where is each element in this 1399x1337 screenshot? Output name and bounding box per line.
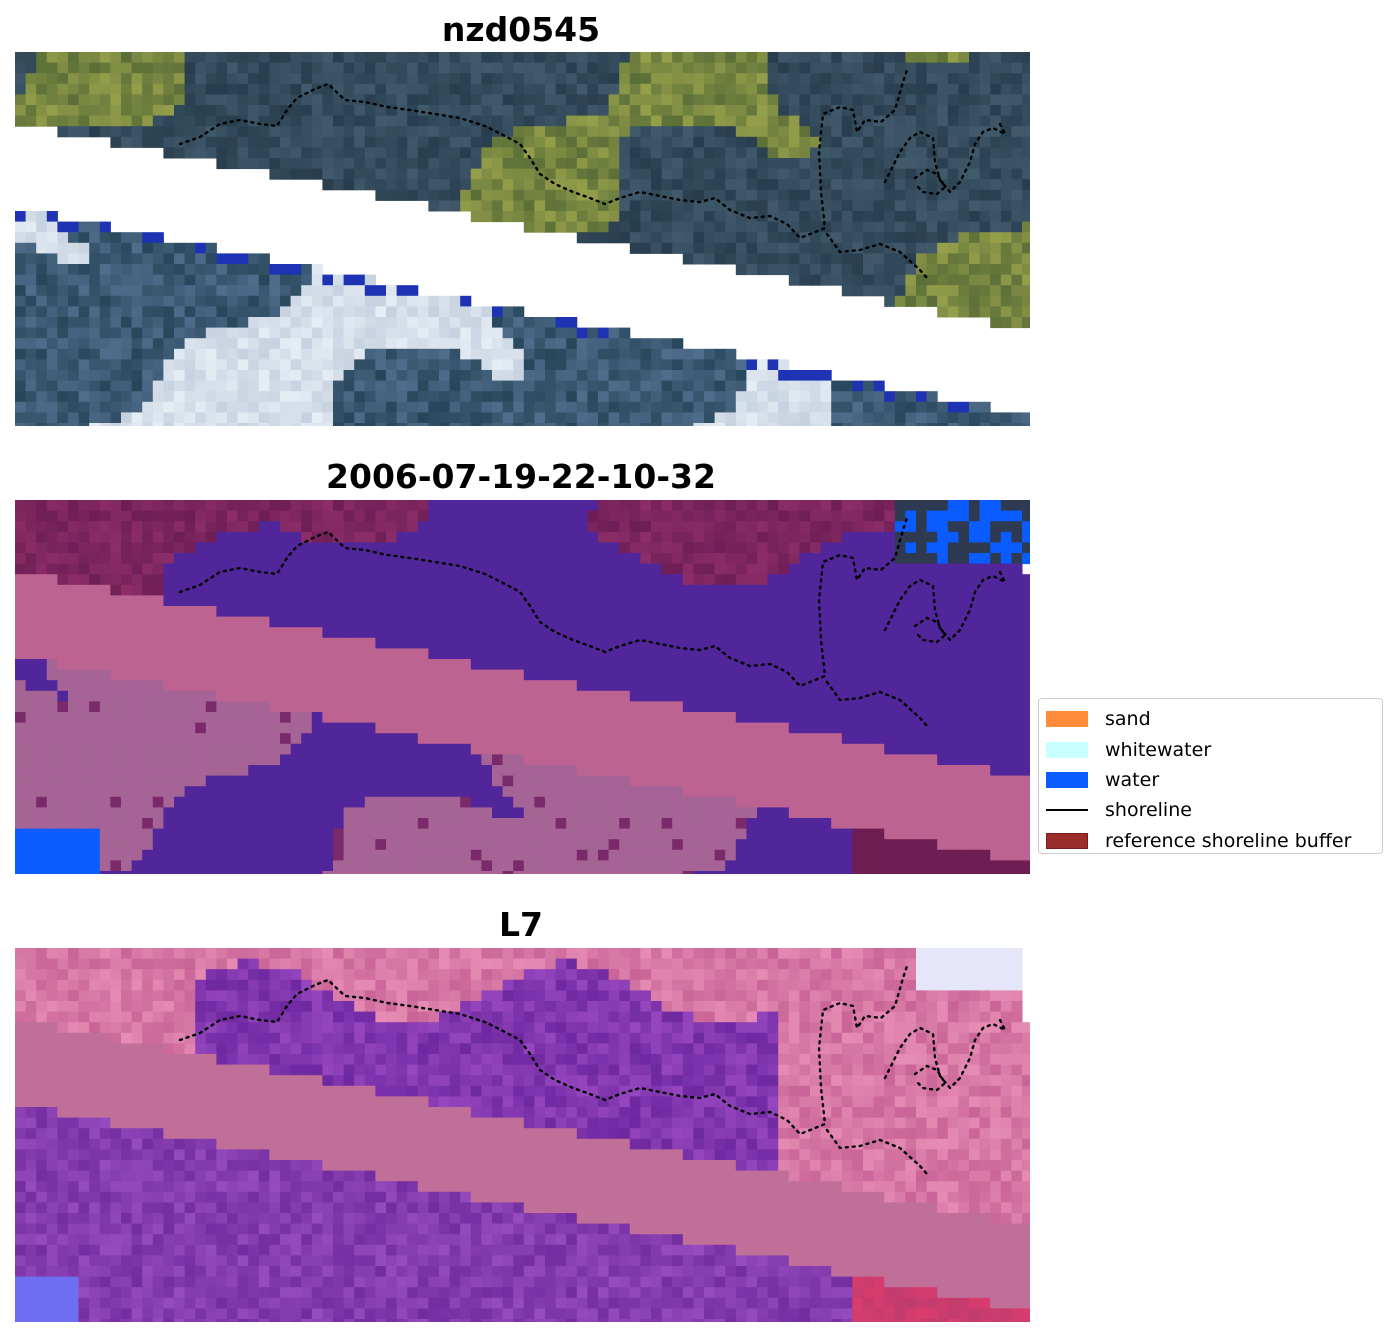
legend-item-reference-shoreline-buffer: reference shoreline buffer (1046, 826, 1382, 856)
shoreline-trace (178, 65, 910, 240)
index-image-panel (15, 948, 1030, 1322)
legend-label-whitewater: whitewater (1105, 738, 1212, 761)
legend-label-sand: sand (1105, 708, 1151, 731)
panel-title-classified: 2006-07-19-22-10-32 (326, 457, 716, 496)
legend-item-water: water (1046, 765, 1382, 795)
legend-swatch-sand (1046, 711, 1088, 728)
shoreline-trace (883, 570, 1008, 642)
legend-item-sand: sand (1046, 704, 1382, 734)
legend-swatch-shoreline (1046, 809, 1088, 812)
legend-swatch-reference-shoreline-buffer (1046, 832, 1088, 849)
legend-label-water: water (1105, 768, 1160, 791)
shoreline-trace (883, 1018, 1008, 1090)
shoreline-trace (825, 680, 929, 728)
shoreline-trace (178, 961, 910, 1136)
legend-item-whitewater: whitewater (1046, 734, 1382, 764)
rgb-image-panel (15, 52, 1030, 426)
legend-swatch-whitewater (1046, 741, 1088, 758)
classified-image-panel (15, 500, 1030, 874)
panel-title-rgb: nzd0545 (441, 10, 601, 49)
shoreline-trace (913, 616, 947, 644)
legend-label-reference-shoreline-buffer: reference shoreline buffer (1105, 829, 1352, 852)
legend-item-shoreline: shoreline (1046, 795, 1382, 825)
shoreline-trace (883, 122, 1008, 194)
shoreline-trace (913, 1064, 947, 1092)
shoreline-trace (825, 232, 929, 280)
shoreline-trace (913, 168, 947, 196)
shoreline-trace (825, 1128, 929, 1176)
panel-title-index: L7 (499, 905, 543, 944)
legend-label-shoreline: shoreline (1105, 799, 1192, 822)
legend-swatch-water (1046, 771, 1088, 788)
shoreline-trace (178, 513, 910, 688)
legend: sand whitewater water shoreline referenc… (1038, 698, 1383, 854)
